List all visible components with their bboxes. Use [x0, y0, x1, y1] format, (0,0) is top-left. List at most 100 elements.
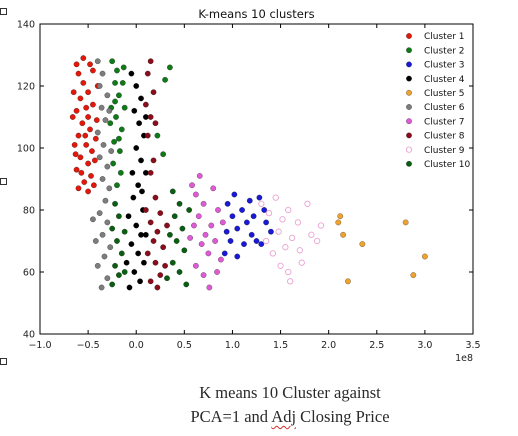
x-tick-label: 1.0	[225, 340, 240, 351]
data-point-cluster-10	[173, 238, 180, 244]
data-point-cluster-8	[147, 114, 154, 120]
data-point-cluster-3	[234, 225, 241, 232]
data-point-cluster-5	[402, 219, 409, 226]
legend-label: Cluster 2	[424, 46, 465, 56]
x-tick-label: 0.5	[177, 340, 192, 351]
data-point-cluster-1	[82, 132, 89, 139]
data-point-cluster-5	[340, 231, 346, 238]
x-tick-label: −0.5	[77, 340, 100, 351]
data-point-cluster-1	[69, 114, 76, 120]
data-point-cluster-6	[94, 58, 101, 65]
data-point-cluster-3	[258, 241, 265, 247]
data-point-cluster-2	[160, 151, 166, 158]
data-point-cluster-9	[275, 228, 282, 235]
caption-line-2-end: Closing Price	[296, 407, 390, 426]
plot-layer: −1.0 −0.5 0.0 0.5 1.0 1.5 2.0 2.5 3.0 3.5 40 60 80 10…	[17, 7, 481, 364]
data-point-cluster-4	[128, 241, 135, 247]
legend-label: Cluster 5	[424, 89, 465, 99]
data-point-cluster-1	[87, 61, 93, 68]
data-point-cluster-4	[125, 213, 132, 220]
data-point-cluster-6	[96, 154, 103, 161]
data-point-cluster-1	[90, 67, 96, 74]
y-tick-label: 100	[17, 144, 35, 155]
data-point-cluster-8	[150, 238, 157, 244]
data-point-cluster-6	[106, 185, 113, 192]
data-point-cluster-3	[234, 253, 241, 260]
data-point-cluster-1	[85, 89, 91, 96]
legend-marker-cluster-2	[406, 47, 412, 54]
data-point-cluster-3	[229, 213, 236, 220]
x-tick-label: 3.0	[417, 340, 432, 351]
data-point-cluster-2	[107, 120, 114, 127]
data-point-cluster-6	[94, 129, 101, 136]
legend-label: Cluster 1	[424, 32, 465, 42]
data-point-cluster-3	[224, 200, 231, 207]
data-point-cluster-7	[208, 222, 215, 229]
data-point-cluster-4	[128, 70, 135, 77]
data-point-cluster-3	[268, 228, 274, 235]
data-point-cluster-9	[317, 222, 325, 229]
data-point-cluster-10	[169, 188, 176, 195]
data-point-cluster-7	[219, 219, 226, 226]
selection-handle-top[interactable]	[0, 8, 7, 15]
data-point-cluster-6	[106, 107, 113, 114]
selection-handle-middle[interactable]	[0, 178, 7, 185]
x-tick-label: 0.0	[129, 340, 144, 351]
data-point-cluster-2	[109, 58, 115, 65]
data-point-cluster-4	[135, 250, 141, 257]
data-point-cluster-6	[96, 83, 103, 89]
data-point-cluster-4	[143, 114, 149, 120]
selection-handle-bottom[interactable]	[0, 358, 7, 365]
data-point-cluster-4	[131, 107, 138, 114]
data-point-cluster-5	[422, 253, 428, 260]
data-point-cluster-6	[100, 142, 107, 148]
data-point-cluster-6	[98, 284, 105, 291]
y-tick-label: 40	[23, 330, 35, 341]
legend-label: Cluster 4	[424, 75, 465, 85]
data-point-cluster-2	[114, 182, 120, 189]
data-point-cluster-1	[79, 120, 86, 127]
data-point-cluster-4	[135, 182, 141, 189]
data-point-cluster-3	[239, 207, 245, 213]
data-point-cluster-8	[154, 284, 161, 291]
data-point-cluster-10	[109, 225, 115, 232]
data-point-cluster-3	[244, 219, 250, 226]
data-point-cluster-4	[129, 169, 136, 176]
caption-spellcheck-word: Adj	[271, 407, 297, 426]
x-tick-label: 2.5	[369, 340, 384, 351]
data-point-cluster-2	[120, 64, 127, 71]
data-point-cluster-1	[93, 117, 100, 123]
data-point-cluster-7	[198, 241, 205, 247]
data-point-cluster-1	[73, 61, 80, 68]
data-point-cluster-10	[171, 213, 178, 220]
data-point-cluster-3	[248, 231, 255, 238]
data-point-cluster-8	[157, 272, 164, 278]
data-point-cluster-4	[123, 259, 130, 266]
data-point-cluster-6	[104, 163, 111, 170]
data-point-cluster-8	[160, 244, 166, 251]
caption-line-2: PCA=1 and Adj Closing Price	[120, 405, 460, 429]
legend-marker-cluster-6	[406, 104, 412, 110]
data-point-cluster-1	[77, 154, 84, 161]
data-point-cluster-9	[296, 247, 303, 254]
data-point-cluster-8	[147, 169, 154, 176]
data-point-cluster-2	[112, 80, 118, 86]
data-point-cluster-2	[111, 138, 117, 145]
data-point-cluster-7	[212, 238, 218, 244]
data-point-cluster-7	[218, 256, 224, 263]
data-point-cluster-6	[99, 231, 106, 238]
data-point-cluster-9	[288, 234, 296, 242]
x-tick-label: −1.0	[28, 340, 51, 351]
data-point-cluster-9	[258, 200, 265, 207]
data-point-cluster-10	[114, 238, 120, 244]
caption-line-2-start: PCA=1 and	[190, 407, 272, 426]
data-point-cluster-4	[139, 188, 145, 195]
data-point-cluster-6	[94, 262, 101, 269]
data-point-cluster-5	[359, 241, 366, 247]
data-point-cluster-10	[179, 225, 186, 232]
data-point-cluster-5	[337, 213, 344, 220]
data-point-cluster-1	[88, 173, 94, 179]
data-point-cluster-1	[75, 185, 82, 192]
data-point-cluster-8	[147, 219, 154, 226]
data-point-cluster-1	[80, 55, 87, 61]
